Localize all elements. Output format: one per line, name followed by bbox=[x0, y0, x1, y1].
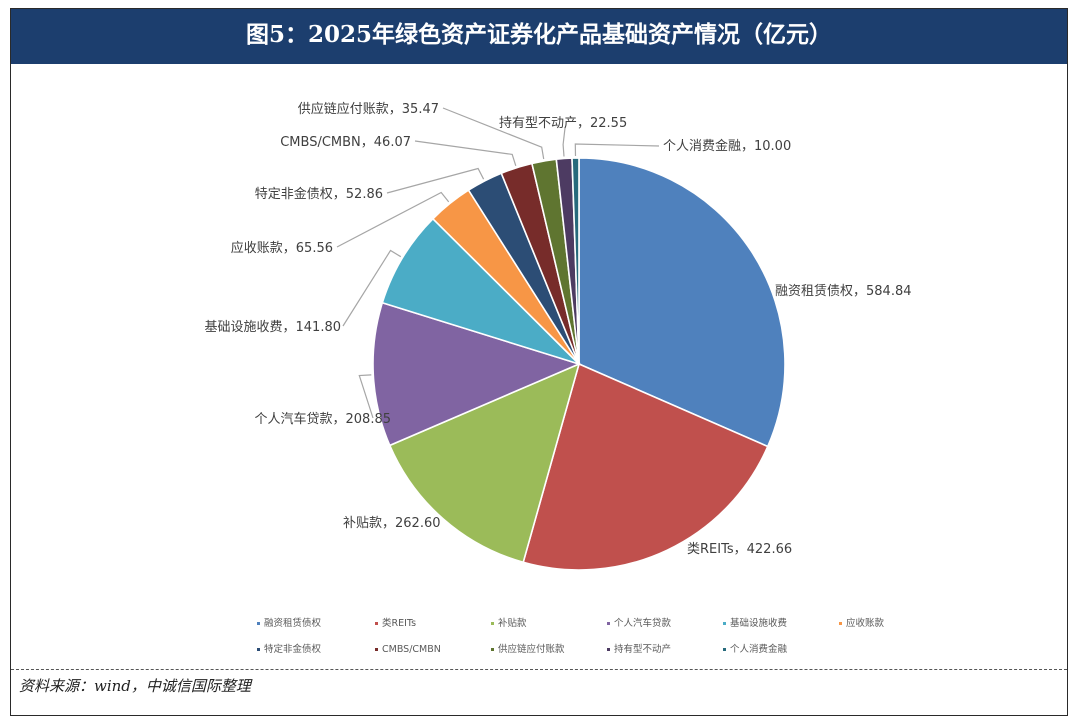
pie-slice-3 bbox=[388, 362, 581, 564]
data-label-8: CMBS/CMBN，46.07 bbox=[280, 135, 411, 150]
legend-label-3: 补贴款 bbox=[498, 617, 527, 629]
legend-label-10: 持有型不动产 bbox=[614, 643, 671, 655]
legend-swatch-6 bbox=[839, 622, 842, 625]
pie-slice-1 bbox=[578, 157, 786, 448]
legend-swatch-11 bbox=[723, 648, 726, 651]
data-label-1: 融资租赁债权，584.84 bbox=[775, 283, 912, 299]
legend-label-9: 供应链应付账款 bbox=[498, 643, 565, 655]
chart-title: 图5：2025年绿色资产证券化产品基础资产情况（亿元） bbox=[11, 9, 1067, 61]
legend-label-4: 个人汽车贷款 bbox=[614, 617, 672, 629]
leader-line-7 bbox=[386, 167, 485, 194]
pie-chart: 融资租赁债权，584.84 类REITs，422.66 补贴款，262.60 个人汽车… bbox=[205, 101, 912, 655]
legend-label-6: 应收账款 bbox=[846, 617, 885, 629]
data-label-3: 补贴款，262.60 bbox=[343, 516, 441, 531]
legend-label-7: 特定非金债权 bbox=[264, 643, 322, 655]
legend-swatch-7 bbox=[257, 648, 260, 651]
data-label-4: 个人汽车贷款，208.85 bbox=[255, 411, 392, 427]
data-label-2: 类REITs，422.66 bbox=[687, 542, 792, 557]
legend-swatch-10 bbox=[607, 648, 610, 651]
legend-swatch-8 bbox=[375, 648, 378, 651]
legend-label-5: 基础设施收费 bbox=[730, 617, 787, 629]
data-label-6: 应收账款，65.56 bbox=[231, 240, 333, 256]
leader-line-6 bbox=[336, 191, 450, 248]
chart-area: 融资租赁债权，584.84 类REITs，422.66 补贴款，262.60 个人汽车… bbox=[11, 64, 1067, 669]
legend-swatch-2 bbox=[375, 622, 378, 625]
pie-slice-5 bbox=[381, 217, 580, 365]
legend-label-8: CMBS/CMBN bbox=[382, 644, 441, 655]
legend-label-11: 个人消费金融 bbox=[730, 643, 788, 655]
data-label-5: 基础设施收费，141.80 bbox=[205, 320, 342, 335]
data-label-7: 特定非金债权，52.86 bbox=[255, 186, 383, 202]
source-divider bbox=[11, 669, 1067, 670]
pie-slice-2 bbox=[522, 362, 769, 571]
legend-swatch-3 bbox=[491, 622, 494, 625]
data-label-10: 持有型不动产，22.55 bbox=[499, 116, 627, 131]
figure-frame: 图5：2025年绿色资产证券化产品基础资产情况（亿元） 融资租赁债权，584.8… bbox=[10, 8, 1068, 716]
legend-label-1: 融资租赁债权 bbox=[264, 617, 322, 629]
legend-label-2: 类REITs bbox=[382, 617, 416, 629]
leader-line-8 bbox=[414, 140, 517, 166]
leader-line-11 bbox=[574, 143, 660, 157]
data-label-11: 个人消费金融，10.00 bbox=[663, 138, 791, 154]
leader-line-4 bbox=[358, 374, 374, 419]
legend-swatch-9 bbox=[491, 648, 494, 651]
pie-slice-4 bbox=[372, 301, 582, 447]
legend-swatch-5 bbox=[723, 622, 726, 625]
leader-line-10 bbox=[562, 127, 566, 157]
leader-line-9 bbox=[442, 107, 545, 160]
title-divider bbox=[11, 61, 1067, 64]
legend-swatch-1 bbox=[257, 622, 260, 625]
legend-swatch-4 bbox=[607, 622, 610, 625]
pie-slice-11 bbox=[571, 157, 580, 365]
data-label-9: 供应链应付账款，35.47 bbox=[298, 101, 439, 117]
leader-line-5 bbox=[342, 249, 402, 327]
source-note: 资料来源：wind，中诚信国际整理 bbox=[19, 677, 251, 695]
